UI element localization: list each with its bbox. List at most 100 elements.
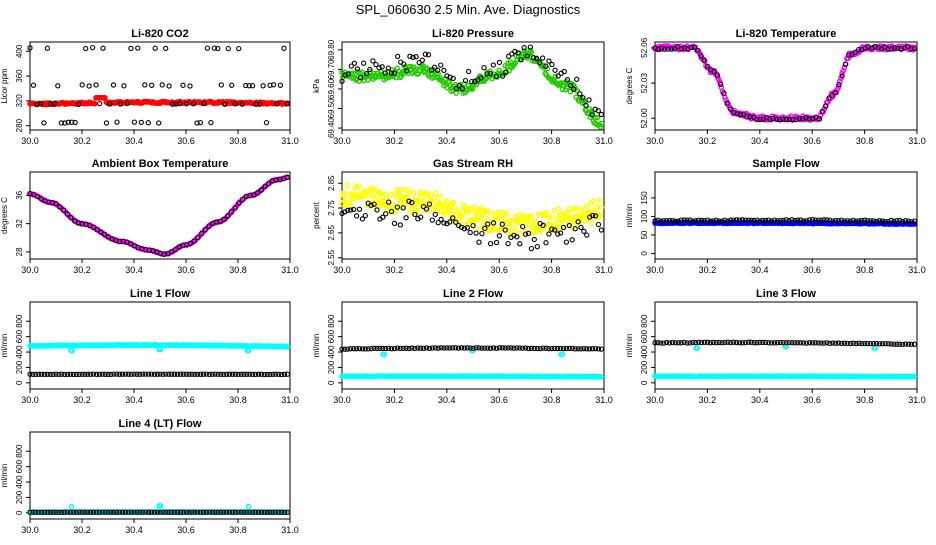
data-point	[795, 217, 801, 223]
data-point	[664, 218, 670, 224]
data-point	[246, 83, 252, 89]
data-point	[661, 218, 667, 224]
data-point	[596, 197, 603, 203]
data-point	[681, 339, 687, 346]
data-point	[256, 101, 263, 107]
data-point	[546, 58, 552, 64]
data-point	[847, 340, 853, 347]
data-point	[543, 240, 549, 246]
data-point	[187, 240, 194, 247]
data-point	[450, 345, 456, 351]
data-point	[540, 55, 546, 61]
data-point	[415, 204, 422, 211]
data-point	[865, 217, 871, 224]
data-point	[658, 45, 665, 51]
series-secondary	[339, 345, 605, 352]
data-point	[572, 226, 578, 232]
data-point	[156, 120, 162, 126]
data-point	[255, 509, 262, 515]
data-point	[192, 371, 198, 377]
data-point	[548, 214, 555, 220]
data-point	[47, 371, 53, 378]
data-point	[462, 77, 469, 84]
data-point	[669, 218, 676, 224]
data-point	[701, 339, 708, 345]
plot-frame	[341, 301, 605, 390]
data-point	[655, 217, 661, 223]
data-point	[51, 100, 57, 107]
data-point	[374, 345, 380, 352]
data-point	[754, 217, 760, 223]
x-tick-label: 30.6	[803, 136, 821, 146]
data-point	[131, 119, 138, 125]
data-point	[267, 82, 273, 88]
data-point	[696, 339, 702, 345]
data-point	[270, 371, 276, 377]
data-point	[281, 371, 288, 377]
data-point	[441, 220, 447, 226]
data-point	[879, 218, 885, 224]
data-point	[124, 100, 131, 107]
y-tick-label: 69.80	[327, 39, 336, 60]
data-point	[131, 371, 137, 377]
data-point	[342, 346, 348, 352]
data-point	[722, 339, 728, 346]
data-point	[552, 73, 559, 80]
data-point	[107, 101, 113, 107]
data-point	[270, 82, 277, 88]
data-point	[100, 45, 106, 51]
data-point	[166, 509, 172, 515]
data-point	[911, 341, 918, 347]
data-point	[391, 345, 398, 352]
data-point	[844, 340, 850, 347]
y-axis-label: ml/min	[625, 334, 634, 358]
data-point	[662, 46, 668, 52]
data-point	[473, 230, 479, 236]
data-point	[437, 193, 444, 199]
data-point	[800, 115, 806, 122]
data-point	[815, 217, 821, 223]
y-tick-label: 69.60	[327, 78, 336, 99]
data-point	[770, 115, 776, 122]
data-point	[218, 371, 224, 377]
data-point	[681, 217, 687, 223]
data-point	[255, 371, 262, 377]
data-point	[189, 509, 195, 515]
data-point	[736, 340, 743, 346]
data-point	[441, 67, 447, 74]
data-point	[872, 345, 879, 351]
data-point	[786, 339, 792, 346]
data-point	[105, 371, 111, 378]
data-point	[470, 222, 476, 229]
data-point	[451, 204, 457, 211]
data-point	[79, 82, 85, 88]
plot-frame	[29, 431, 291, 520]
data-point	[117, 509, 123, 515]
data-point	[842, 61, 849, 67]
data-point	[549, 226, 555, 232]
y-tick-label: 2.65	[327, 225, 336, 241]
chart-line3: Line 3 Flow ml/min 30.0 30.2 30.4 30.6 30.8 31.…	[625, 288, 926, 405]
data-point	[809, 116, 816, 122]
data-point	[719, 340, 725, 346]
data-point	[252, 371, 259, 378]
data-point	[885, 341, 891, 347]
x-tick-label: 30.0	[21, 525, 39, 535]
data-point	[261, 371, 267, 378]
data-point	[499, 73, 506, 79]
data-point	[908, 219, 915, 225]
data-point	[856, 340, 862, 346]
data-point	[499, 345, 505, 351]
data-point	[485, 345, 491, 351]
x-tick-label: 30.4	[751, 136, 769, 146]
data-point	[522, 231, 529, 237]
data-point	[236, 45, 242, 52]
data-point	[786, 218, 792, 224]
data-point	[85, 509, 91, 515]
data-point	[552, 67, 558, 73]
y-tick-label: 69.70	[327, 59, 336, 80]
data-point	[734, 111, 740, 117]
data-point	[394, 204, 401, 210]
data-point	[498, 216, 505, 223]
data-point	[114, 509, 120, 515]
